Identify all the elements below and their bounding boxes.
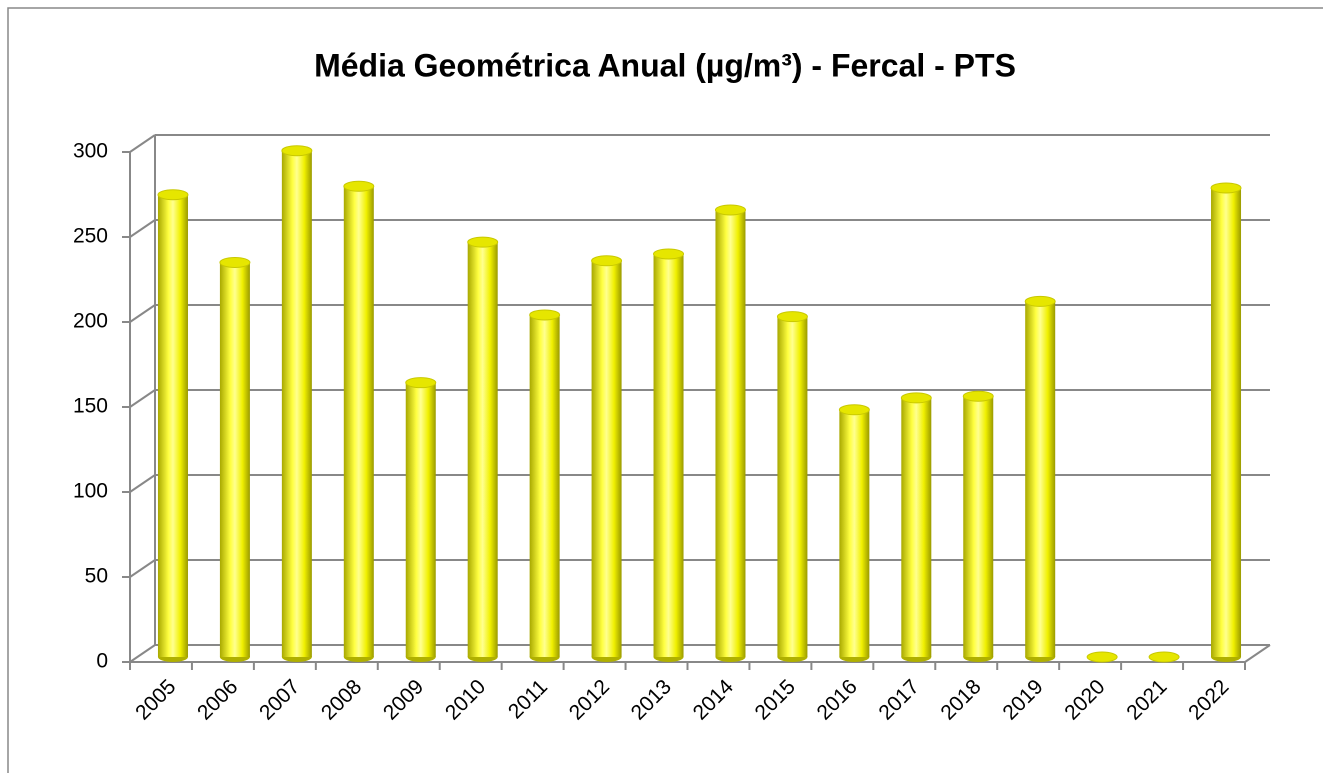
grid-line [129,389,156,408]
bar-top [157,189,189,201]
grid-line [129,304,156,323]
bar [653,253,684,657]
bar [529,314,560,657]
grid-line [129,559,156,578]
bar-top [776,311,808,323]
bar [343,186,374,657]
grid-line [129,474,156,493]
bar-top [591,255,623,267]
bar-top [281,145,313,157]
bar [963,396,994,657]
bar [219,262,250,657]
y-tick-label: 100 [73,480,108,503]
bar-top [714,204,746,216]
bar [839,409,870,657]
y-tick-label: 150 [73,395,108,418]
y-tick-label: 250 [73,225,108,248]
bar [591,260,622,657]
bar [157,194,188,657]
bar-top [653,248,685,260]
grid-line [129,134,156,153]
bar-top [1086,651,1118,663]
bar-top [467,236,499,248]
bar-top [529,309,561,321]
bar [1025,301,1056,657]
bar [901,397,932,657]
bar-top [838,404,870,416]
bar-top [405,377,437,389]
bar-top [343,180,375,192]
bar [467,242,498,657]
bar-top [219,256,251,268]
bar-top [900,392,932,404]
bar [281,150,312,657]
y-tick-label: 300 [73,140,108,163]
bar [1211,187,1242,658]
bar-top [962,390,994,402]
bar-top [1210,182,1242,194]
bar-top [1024,295,1056,307]
bar [715,209,746,657]
y-tick-label: 50 [85,565,108,588]
bar [405,382,436,657]
bar [777,316,808,657]
y-tick-label: 200 [73,310,108,333]
grid-line [129,219,156,238]
y-tick-label: 0 [96,650,108,673]
floor-edge [1244,644,1271,663]
bar-top [1148,651,1180,663]
chart-title: Média Geométrica Anual (µg/m³) - Fercal … [314,47,1016,83]
grid-line [129,644,156,663]
